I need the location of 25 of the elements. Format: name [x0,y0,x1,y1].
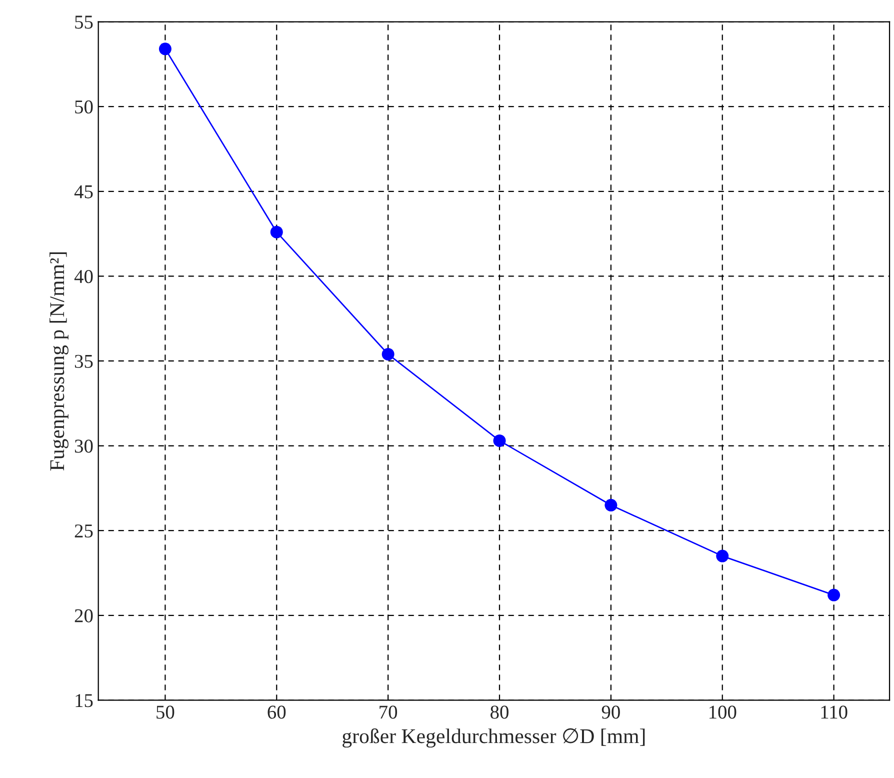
y-tick-label: 50 [75,100,93,114]
point [493,434,506,447]
point [158,42,172,56]
y-axis-title: Fugenpressung p [N/mm²] [50,252,68,471]
x-tick-label: 90 [602,706,620,719]
point [270,226,283,238]
y-tick-label: 25 [74,524,93,538]
y-tick-label: 45 [74,185,93,198]
x-axis-title: großer Kegeldurchmesser ∅D [mm] [342,728,645,748]
y-tick-label: 55 [75,16,93,29]
x-tick-label: 100 [710,706,736,719]
x-tick-label: 50 [156,706,174,719]
point [382,348,394,360]
x-tick-label: 80 [490,706,508,719]
point [604,498,618,512]
y-tick-label: 40 [74,270,93,284]
x-tick-label: 60 [268,706,286,719]
y-tick-label: 15 [76,694,93,708]
x-tick-label: 110 [821,706,848,719]
point [828,588,840,602]
x-tick-label: 70 [380,706,398,719]
point [716,550,729,562]
y-tick-label: 30 [74,440,93,453]
y-tick-label: 20 [74,609,93,622]
y-tick-label: 35 [74,354,93,368]
